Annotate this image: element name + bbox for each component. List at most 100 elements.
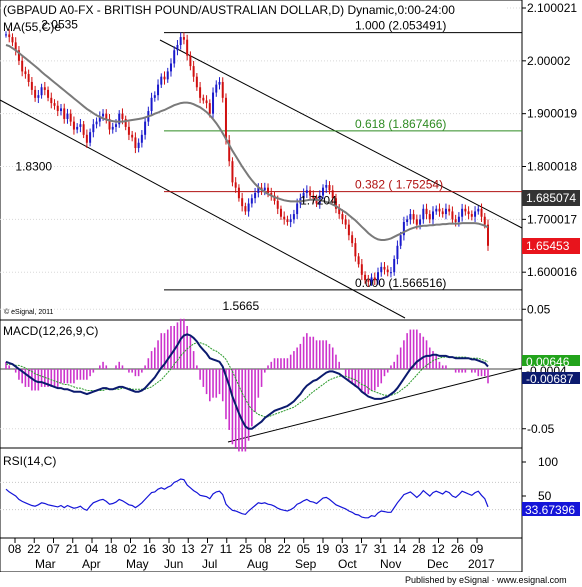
price-bar-body (160, 76, 163, 85)
macd-value-label: 0.00646 (526, 355, 570, 369)
price-bar-body (37, 95, 40, 98)
price-bar-body (82, 124, 85, 135)
month-label: 2017 (468, 557, 495, 571)
price-bar-body (92, 124, 95, 133)
price-bar-body (34, 89, 37, 98)
price-bar-body (292, 214, 295, 220)
date-tick-label: 22 (27, 542, 41, 556)
price-bar-body (406, 219, 409, 223)
price-bar-body (393, 258, 396, 273)
price-bar-body (21, 60, 24, 72)
month-label: Jul (202, 557, 217, 571)
price-bar-body (279, 208, 282, 217)
price-tick-label: 1.700017 (527, 212, 577, 226)
date-tick-label: 19 (316, 542, 330, 556)
price-bar-body (257, 187, 260, 193)
price-bar-body (448, 208, 451, 212)
ma-value-label: 1.685074 (526, 191, 576, 205)
price-tick-label: 1.900019 (527, 107, 577, 121)
price-bar-body (108, 118, 111, 130)
price-bar-body (176, 44, 179, 51)
rsi-value-box (522, 502, 580, 516)
price-bar-body (351, 235, 354, 244)
date-tick-label: 21 (66, 542, 80, 556)
price-bar-body (276, 200, 279, 209)
date-tick-label: 09 (470, 542, 484, 556)
hist-value-box (522, 372, 580, 384)
price-bar-body (40, 87, 43, 96)
price-bar-body (435, 208, 438, 212)
price-tick-label: 1.600016 (527, 265, 577, 279)
price-bar-body (373, 277, 376, 281)
rsi-value-label: 33.67396 (525, 503, 575, 517)
price-bar-body (338, 208, 341, 215)
title-background (1, 2, 506, 16)
price-bar-body (380, 266, 383, 273)
price-bar-body (30, 81, 33, 90)
date-tick-label: 04 (85, 542, 99, 556)
price-annotation: 1.5665 (222, 299, 259, 313)
price-bar-body (322, 187, 325, 196)
price-bar-body (215, 84, 218, 93)
month-label: May (126, 557, 149, 571)
price-bar-body (483, 216, 486, 225)
price-bar-body (399, 235, 402, 246)
price-panel (0, 0, 523, 321)
price-bar-body (76, 126, 79, 130)
date-tick-label: 31 (374, 542, 388, 556)
rsi-tick-label: 50 (538, 489, 552, 503)
price-axis: 2.100021 2.00002 1.900019 1.800018 1.700017 1… (522, 1, 577, 279)
price-bar-body (173, 50, 176, 64)
month-label: Jun (164, 557, 183, 571)
ma55-line (5, 44, 489, 241)
macd-histogram (5, 318, 489, 452)
price-bar-body (367, 280, 370, 282)
price-bar-body (302, 192, 305, 199)
price-annotation: 2.0535 (41, 18, 78, 32)
date-tick-label: 25 (239, 542, 253, 556)
price-bar-body (169, 63, 172, 72)
price-bar-body (69, 113, 72, 122)
macd-trend-line (227, 367, 523, 443)
price-bar-body (118, 113, 121, 125)
price-bar-body (144, 121, 147, 135)
price-annotations: 2.0535 1.8300 1.7204 1.5665 (15, 18, 337, 313)
price-bar-body (114, 124, 117, 127)
price-bar-body (56, 105, 59, 112)
price-bar-body (202, 97, 205, 101)
price-bar-body (451, 211, 454, 220)
date-tick-label: 17 (355, 542, 369, 556)
price-bar-body (150, 97, 153, 112)
macd-tick-label: 0.05 (527, 302, 551, 316)
price-bar-body (153, 95, 156, 98)
price-bar-body (53, 103, 56, 106)
ma-value-box (522, 190, 580, 206)
price-bar-body (315, 198, 318, 204)
date-tick-label: 07 (47, 542, 61, 556)
price-bar-body (205, 100, 208, 104)
price-bar-body (137, 142, 140, 149)
price-bar-body (102, 113, 105, 117)
price-bar-body (309, 190, 312, 196)
price-bar-body (267, 187, 270, 193)
price-bar-body (244, 206, 247, 212)
last-price-box (522, 238, 580, 254)
price-bar-body (357, 256, 360, 265)
price-bar-body (43, 87, 46, 90)
ma-label: MA(55,C)e (3, 20, 61, 34)
price-bar-body (199, 87, 202, 98)
macd-line (5, 333, 489, 430)
price-bar-body (263, 187, 266, 191)
rsi-line (5, 478, 489, 519)
price-bar-body (419, 219, 422, 225)
price-bar-body (50, 97, 53, 104)
price-bar-body (131, 134, 134, 138)
price-tick-label: 1.800018 (527, 160, 577, 174)
price-bar-body (432, 211, 435, 220)
price-bar-body (296, 203, 299, 215)
price-bar-body (237, 187, 240, 199)
price-bar-body (124, 118, 127, 127)
month-label: Aug (247, 557, 268, 571)
rsi-tick-label: 100 (538, 455, 558, 469)
